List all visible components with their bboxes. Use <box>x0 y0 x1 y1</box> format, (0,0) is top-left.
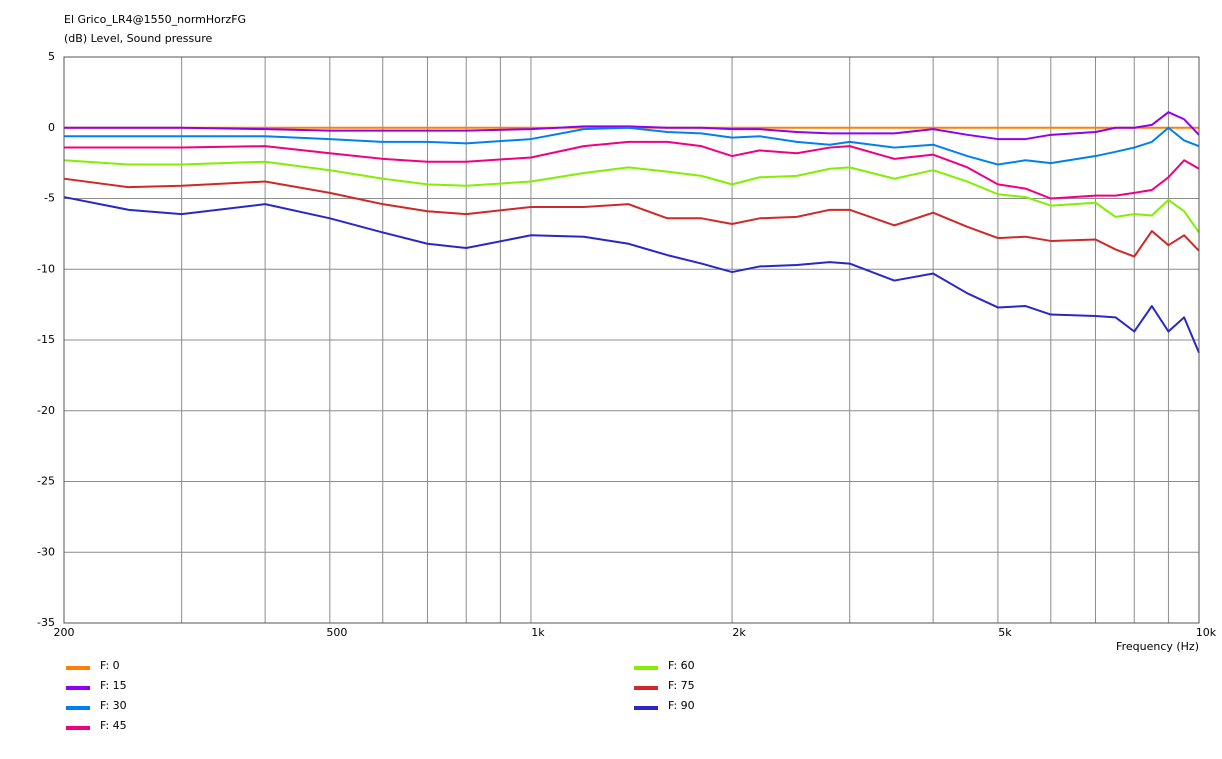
legend-label: F: 45 <box>100 719 127 732</box>
y-tick-label: -5 <box>44 192 55 205</box>
y-tick-label: 5 <box>48 50 55 63</box>
chart-subtitle: (dB) Level, Sound pressure <box>64 32 213 45</box>
y-tick-label: -15 <box>37 333 55 346</box>
x-tick-label: 10k <box>1196 626 1217 639</box>
legend-label: F: 0 <box>100 659 120 672</box>
x-axis-label: Frequency (Hz) <box>1116 640 1199 653</box>
legend-label: F: 90 <box>668 699 695 712</box>
y-tick-label: 0 <box>48 121 55 134</box>
y-tick-label: -10 <box>37 262 55 275</box>
series-line <box>63 177 1200 258</box>
x-tick-label: 500 <box>326 626 347 639</box>
x-tick-label: 2k <box>732 626 746 639</box>
y-tick-label: -25 <box>37 475 55 488</box>
y-tick-label: -30 <box>37 545 55 558</box>
y-tick-label: -35 <box>37 616 55 629</box>
grid <box>63 56 1200 624</box>
series-line <box>64 111 1200 141</box>
chart-title: El Grico_LR4@1550_normHorzFG <box>64 13 246 26</box>
plot <box>63 111 1200 354</box>
legend-label: F: 30 <box>100 699 127 712</box>
series-line <box>64 126 1200 166</box>
series-line <box>64 140 1200 200</box>
y-tick-label: -20 <box>37 404 55 417</box>
legend-label: F: 75 <box>668 679 695 692</box>
plot-frame <box>63 56 1200 624</box>
x-tick-label: 5k <box>998 626 1012 639</box>
x-tick-label: 200 <box>54 626 75 639</box>
series-line <box>63 159 1200 234</box>
legend-label: F: 60 <box>668 659 695 672</box>
x-tick-label: 1k <box>531 626 545 639</box>
series-line <box>63 196 1200 354</box>
legend-label: F: 15 <box>100 679 127 692</box>
